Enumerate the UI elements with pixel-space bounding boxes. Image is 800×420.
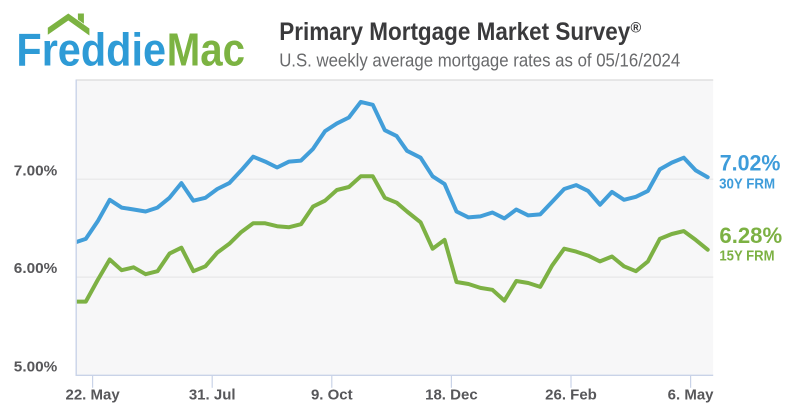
svg-text:7.00%: 7.00% bbox=[14, 163, 58, 179]
svg-text:15Y FRM: 15Y FRM bbox=[719, 247, 774, 264]
svg-text:26. Feb: 26. Feb bbox=[545, 387, 597, 404]
svg-text:Primary Mortgage Market Survey: Primary Mortgage Market Survey® bbox=[279, 19, 641, 46]
svg-text:9. Oct: 9. Oct bbox=[311, 387, 353, 404]
svg-text:Freddie: Freddie bbox=[16, 24, 166, 76]
svg-text:U.S. weekly average mortgage r: U.S. weekly average mortgage rates as of… bbox=[279, 49, 680, 70]
svg-text:6. May: 6. May bbox=[668, 387, 715, 404]
svg-text:30Y FRM: 30Y FRM bbox=[719, 175, 775, 192]
svg-text:6.00%: 6.00% bbox=[14, 261, 58, 277]
svg-text:31. Jul: 31. Jul bbox=[189, 387, 236, 404]
svg-text:22. May: 22. May bbox=[65, 387, 120, 404]
svg-text:6.28%: 6.28% bbox=[719, 223, 782, 248]
svg-text:18. Dec: 18. Dec bbox=[425, 387, 478, 404]
svg-text:5.00%: 5.00% bbox=[14, 359, 58, 375]
svg-text:Mac: Mac bbox=[167, 24, 245, 76]
svg-text:7.02%: 7.02% bbox=[720, 150, 781, 175]
